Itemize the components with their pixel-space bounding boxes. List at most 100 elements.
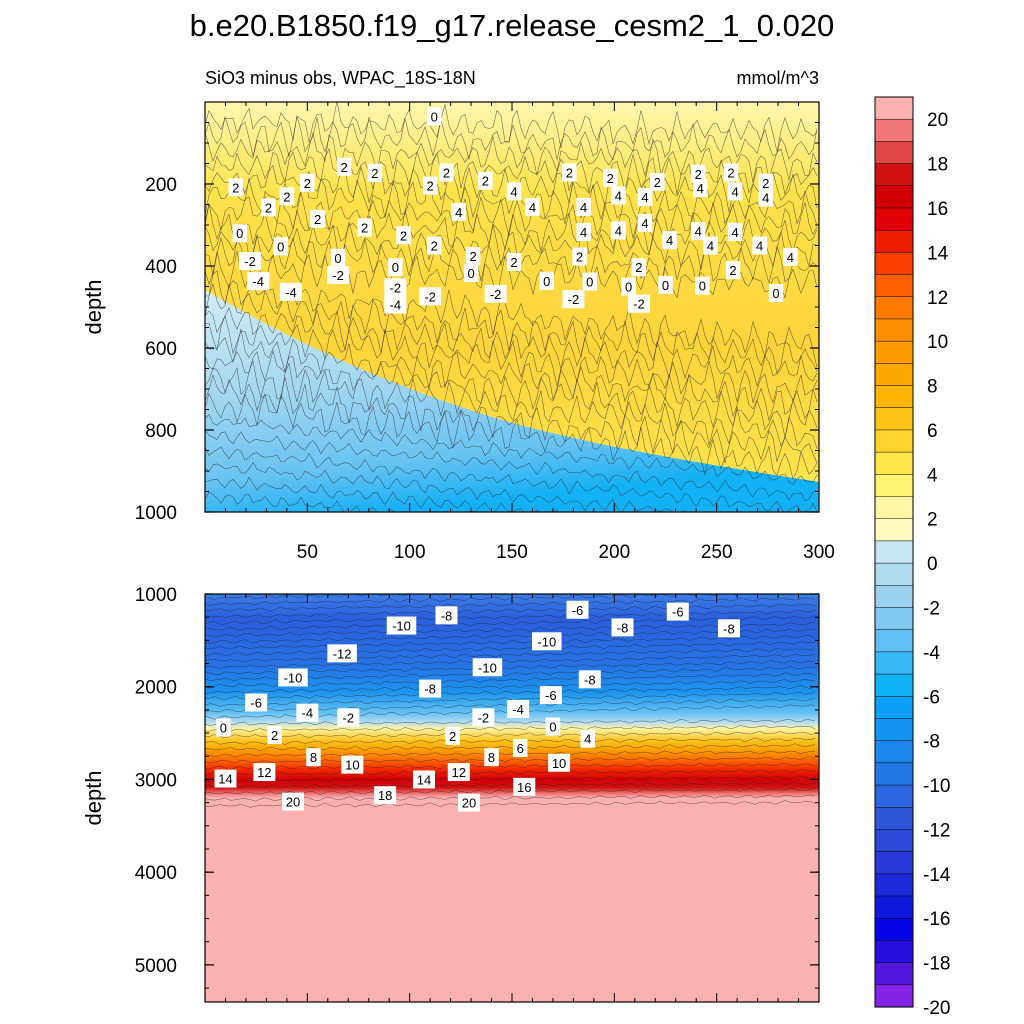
contour-label: 4: [576, 222, 591, 241]
contour-label: 14: [214, 769, 237, 788]
x-tick-label: 200: [598, 542, 630, 563]
contour-label-box: [484, 284, 507, 303]
contour-label-box: [282, 792, 305, 811]
colorbar-swatch: [874, 540, 914, 564]
contour-label-box: [388, 258, 403, 277]
contour-line: [205, 800, 816, 808]
contour-label: -2: [484, 284, 507, 303]
y-tick-label: 600: [145, 339, 177, 360]
contour-label: 4: [576, 197, 591, 216]
contour-label: -2: [384, 278, 407, 297]
contour-label-box: [386, 616, 417, 635]
contour-label-text: 0: [549, 720, 556, 735]
contour-line: [205, 725, 816, 733]
contour-label-box: [539, 686, 562, 705]
contour-line: [205, 270, 818, 368]
contour-label-text: 0: [236, 226, 243, 241]
colorbar-swatch: [874, 762, 914, 786]
contour-label-box: [341, 755, 364, 774]
contour-label-text: 2: [654, 175, 661, 190]
contour-label: 2: [336, 157, 352, 176]
contour-label-box: [690, 164, 706, 183]
contour-label: 4: [727, 182, 743, 201]
contour-label-box: [484, 748, 499, 767]
contour-label-box: [658, 275, 673, 294]
contour-label-text: 4: [697, 181, 704, 196]
contour-line: [205, 628, 816, 644]
contour-label: -4: [296, 703, 319, 722]
contour-label-box: [216, 718, 231, 737]
contour-label: 2: [422, 176, 438, 195]
contour-label: 0: [658, 275, 673, 294]
contour-label: 18: [374, 786, 397, 805]
colorbar-swatch: [874, 784, 914, 808]
colorbar-swatch: [874, 940, 914, 964]
colorbar-swatch: [874, 252, 914, 276]
colorbar-swatch: [874, 895, 914, 919]
contour-label-text: -10: [392, 619, 411, 634]
colorbar-label: -14: [923, 865, 951, 886]
contour-label-text: 2: [400, 228, 407, 243]
colorbar-swatch: [874, 363, 914, 387]
y-tick-label: 200: [145, 175, 177, 196]
colorbar-label: -18: [923, 954, 950, 975]
contour-label: 0: [388, 258, 403, 277]
contour-label-box: [727, 182, 743, 201]
contour-label-box: [532, 632, 562, 651]
contour-label: -6: [245, 693, 268, 712]
contour-label-box: [752, 236, 767, 255]
upper-contour-lines: [205, 102, 818, 512]
contour-label-box: [611, 186, 626, 205]
contour-line: [205, 132, 818, 183]
contour-label-box: [458, 793, 481, 812]
colorbar-label: -10: [923, 776, 950, 797]
contour-label-text: 12: [452, 765, 466, 780]
contour-label-text: -4: [302, 706, 314, 721]
contour-label-box: [717, 619, 740, 638]
contour-line: [205, 306, 818, 387]
contour-label-text: -10: [537, 634, 556, 649]
contour-label: 2: [478, 171, 493, 190]
contour-label-text: 10: [552, 756, 566, 771]
contour-label: 8: [306, 748, 321, 767]
contour-label-text: 4: [695, 224, 702, 239]
colorbar-swatch: [874, 917, 914, 941]
colorbar-label: 10: [927, 332, 948, 353]
contour-line: [205, 148, 818, 197]
contour-label-box: [435, 606, 458, 625]
contour-label-box: [422, 176, 438, 195]
contour-label-box: [426, 107, 442, 126]
contour-line: [205, 641, 816, 656]
contour-label-text: -2: [390, 280, 402, 295]
contour-label: 4: [703, 236, 718, 255]
colorbar-label: -6: [923, 687, 940, 708]
upper-ylabel: depth: [81, 279, 106, 334]
contour-label: -10: [532, 632, 562, 651]
contour-label: 2: [572, 247, 587, 266]
contour-label-box: [572, 247, 587, 266]
contour-label-box: [445, 726, 460, 745]
contour-label: 0: [695, 276, 710, 295]
contour-label-box: [602, 168, 618, 187]
colorbar-swatch: [874, 851, 914, 875]
contour-label-text: 4: [641, 216, 648, 231]
contour-label: 2: [631, 258, 647, 277]
contour-label: 0: [545, 717, 561, 736]
colorbar-label: 2: [927, 510, 938, 531]
contour-label-box: [621, 277, 636, 296]
contour-label: 2: [562, 163, 577, 182]
contour-label-box: [627, 294, 650, 313]
y-tick-label: 5000: [135, 956, 177, 977]
colorbar-label: 6: [927, 421, 938, 442]
contour-label-box: [384, 278, 407, 297]
colorbar-label: -4: [923, 643, 940, 664]
contour-line: [205, 461, 722, 512]
contour-label-text: 4: [580, 200, 587, 215]
contour-label-box: [253, 763, 276, 782]
contour-label-box: [419, 679, 442, 698]
contour-label-text: 4: [529, 200, 536, 215]
contour-line: [205, 359, 818, 449]
contour-label-text: 2: [341, 160, 348, 175]
contour-label-text: 0: [277, 239, 284, 254]
